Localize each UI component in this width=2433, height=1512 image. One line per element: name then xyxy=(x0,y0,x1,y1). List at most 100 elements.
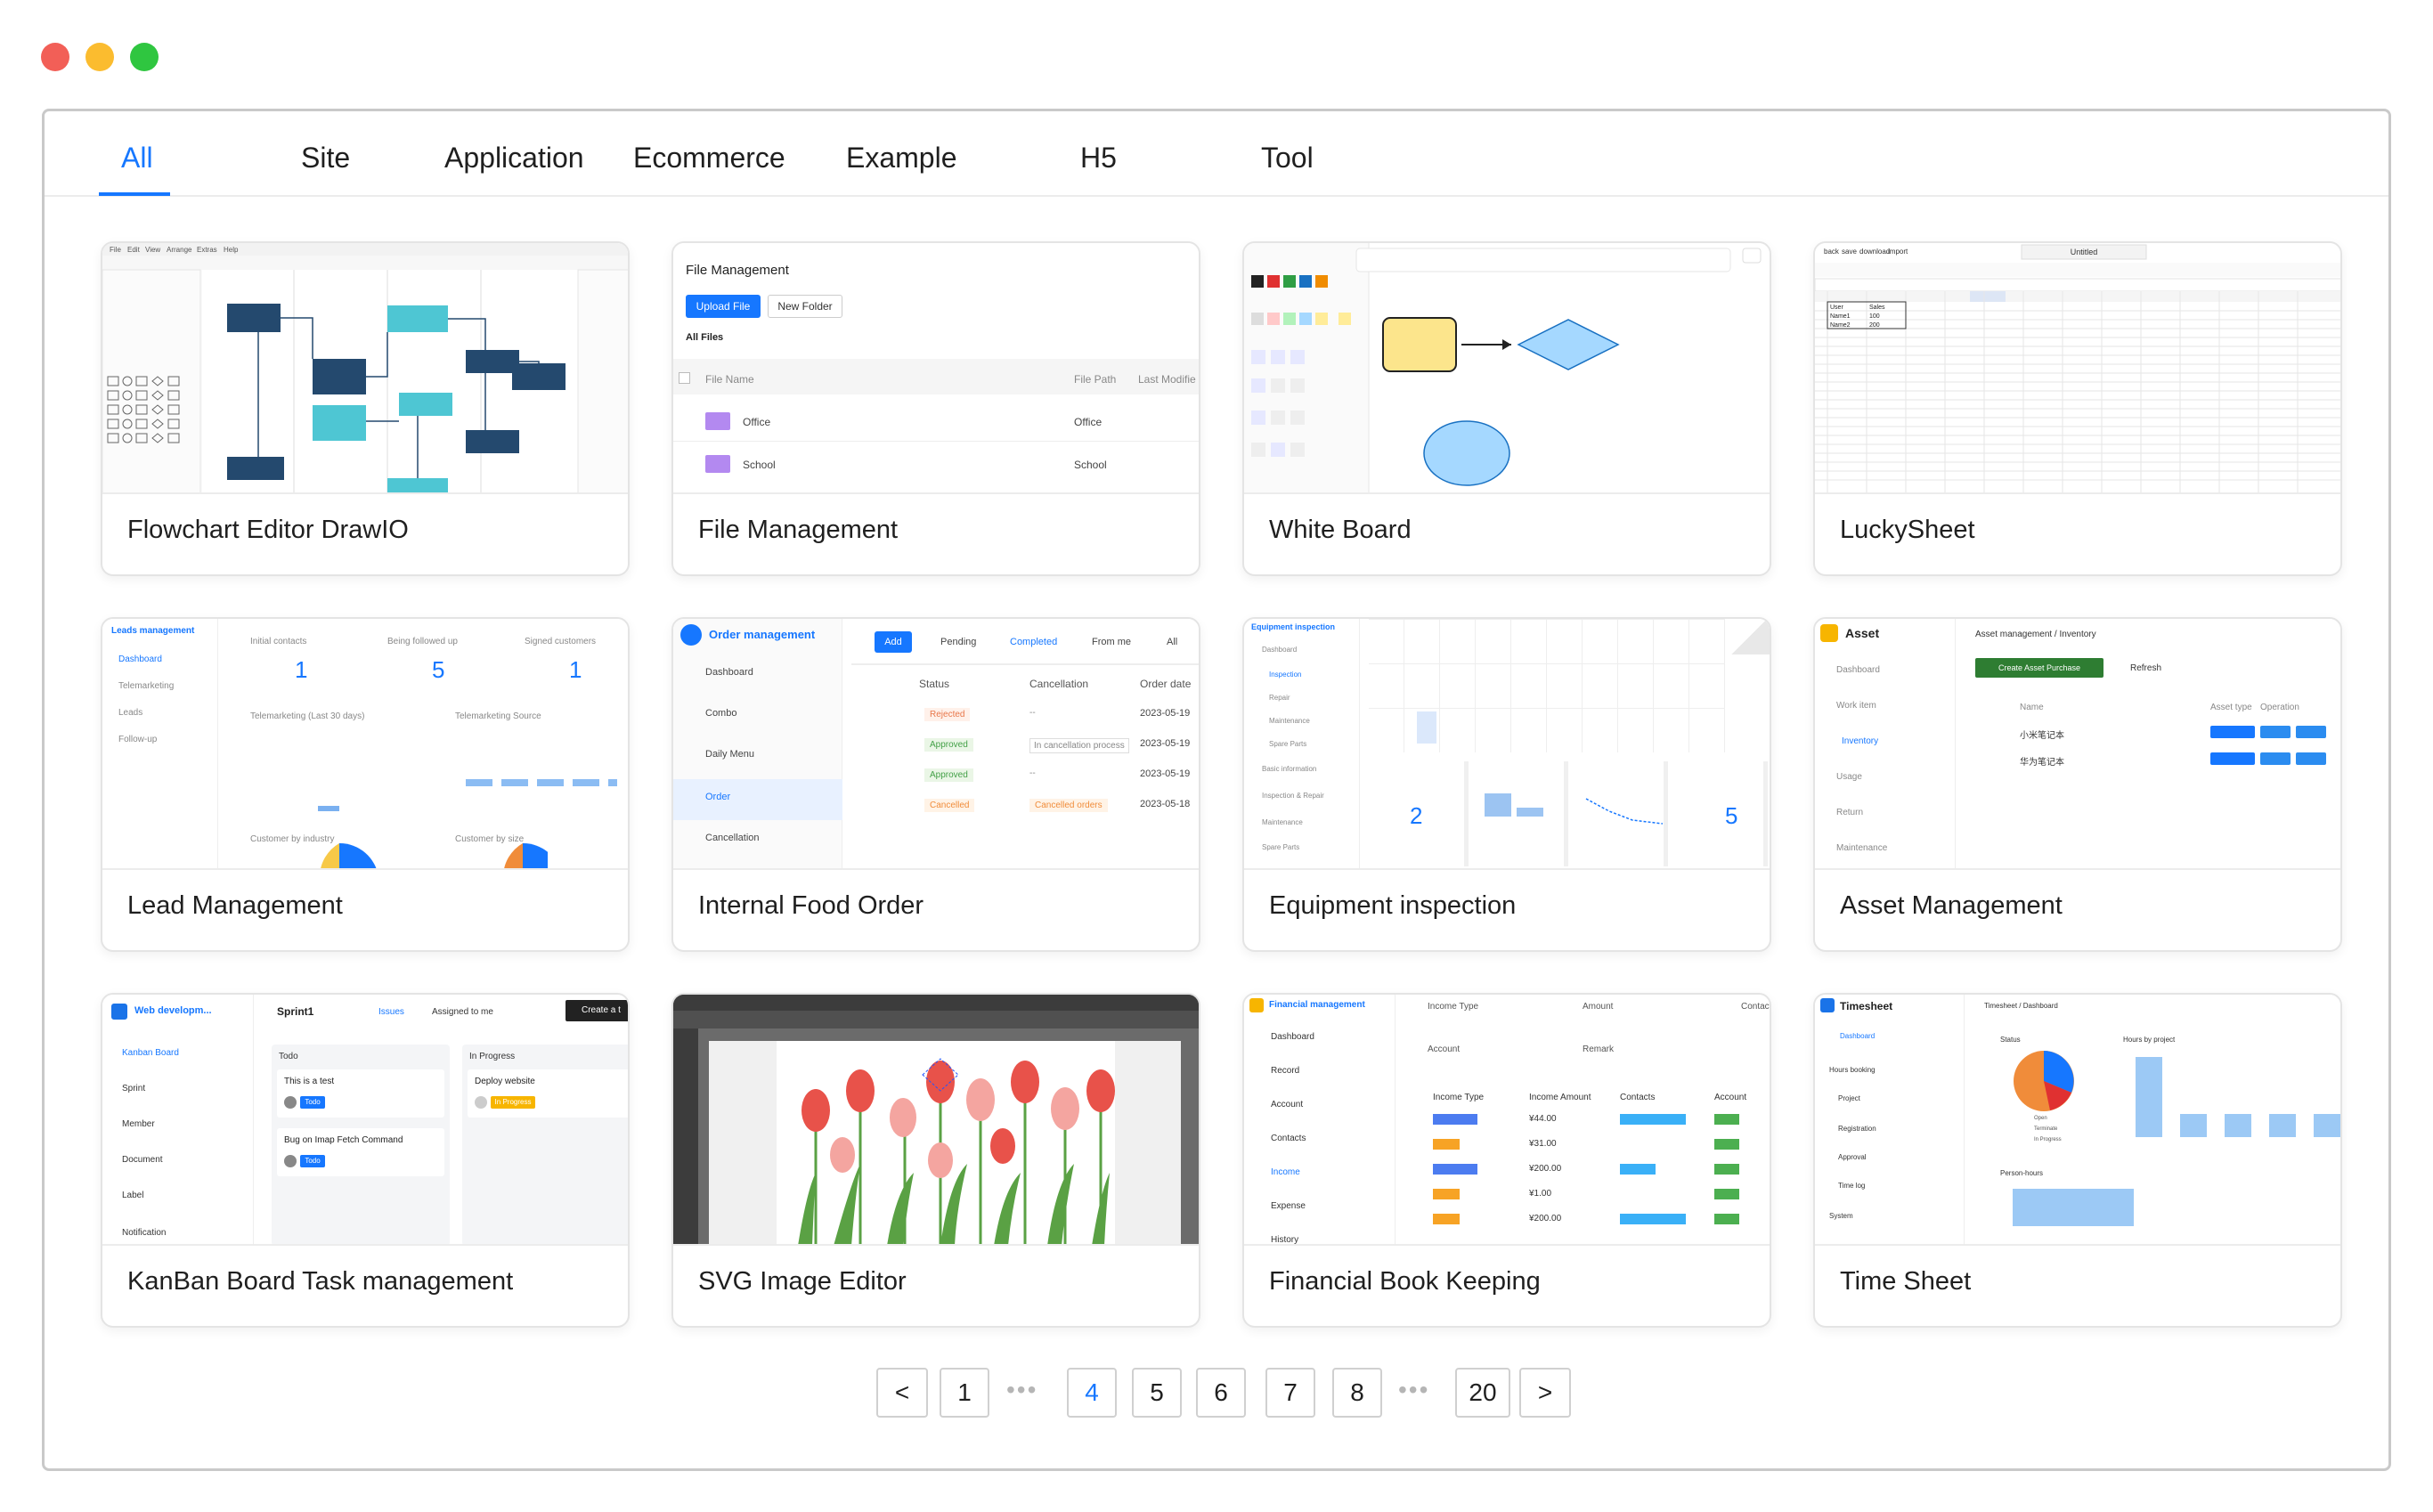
nav-dashboard[interactable]: Dashboard xyxy=(705,667,753,678)
template-card-file-management[interactable]: File Management Upload File New Folder A… xyxy=(671,241,1200,576)
nav-item[interactable]: Repair xyxy=(1269,694,1290,702)
prev-page-button[interactable]: < xyxy=(876,1368,928,1418)
nav-sprint[interactable]: Sprint xyxy=(122,1084,146,1093)
page-button[interactable]: 5 xyxy=(1132,1368,1182,1418)
template-card-svg-editor[interactable]: SVG Image Editor xyxy=(671,993,1200,1328)
upload-file-button[interactable]: Upload File xyxy=(686,295,761,318)
nav-dashboard[interactable]: Dashboard xyxy=(1836,665,1880,675)
add-order-button[interactable]: Add xyxy=(875,631,912,653)
nav-item[interactable]: Maintenance xyxy=(1269,717,1310,725)
filter-from-me[interactable]: From me xyxy=(1092,637,1131,647)
template-card-flowchart[interactable]: File Edit View Arrange Extras Help xyxy=(101,241,630,576)
file-row-name[interactable]: Office xyxy=(743,416,771,428)
nav-dashboard[interactable]: Dashboard xyxy=(118,654,162,664)
page-button[interactable]: 6 xyxy=(1196,1368,1246,1418)
nav-kanban-board[interactable]: Kanban Board xyxy=(122,1048,179,1058)
nav-item[interactable]: Contacts xyxy=(1271,1134,1306,1143)
nav-item[interactable]: Income xyxy=(1271,1167,1300,1177)
pagination-ellipsis[interactable]: ••• xyxy=(1398,1376,1430,1403)
nav-item[interactable]: Hours booking xyxy=(1829,1066,1876,1074)
pagination: < 1 ••• 4 5 6 7 8 ••• 20 > xyxy=(45,1368,2388,1418)
page-button[interactable]: 20 xyxy=(1455,1368,1510,1418)
nav-item[interactable]: Project xyxy=(1838,1094,1860,1102)
nav-item[interactable]: History xyxy=(1271,1235,1299,1245)
template-card-lead-management[interactable]: Leads management Dashboard Telemarketing… xyxy=(101,617,630,952)
page-button-current[interactable]: 4 xyxy=(1067,1368,1117,1418)
nav-item[interactable]: System xyxy=(1829,1212,1853,1220)
nav-item[interactable]: Registration xyxy=(1838,1125,1876,1133)
nav-maintenance[interactable]: Maintenance xyxy=(1836,843,1888,853)
nav-item[interactable]: Dashboard xyxy=(1262,646,1298,654)
nav-item[interactable]: Expense xyxy=(1271,1201,1306,1211)
maximize-window-button[interactable] xyxy=(130,43,159,71)
tab-all[interactable]: All xyxy=(121,142,153,174)
template-card-asset-management[interactable]: Asset Dashboard Work item Inventory Usag… xyxy=(1813,617,2342,952)
nav-item[interactable]: Dashboard xyxy=(1840,1032,1876,1040)
filter-completed[interactable]: Completed xyxy=(1010,637,1058,647)
filter-label: Amount xyxy=(1583,1002,1614,1012)
nav-item[interactable]: Inspection & Repair xyxy=(1262,792,1324,800)
tab-assigned[interactable]: Assigned to me xyxy=(432,1007,493,1017)
create-task-button[interactable]: Create a t xyxy=(566,1000,628,1021)
refresh-button[interactable]: Refresh xyxy=(2130,663,2162,673)
nav-item[interactable]: Basic information xyxy=(1262,765,1317,773)
nav-item[interactable]: Maintenance xyxy=(1262,818,1303,826)
page-button[interactable]: 1 xyxy=(940,1368,989,1418)
file-row-name[interactable]: School xyxy=(743,459,776,471)
minimize-window-button[interactable] xyxy=(85,43,114,71)
template-card-luckysheet[interactable]: back save download import Untitled User S xyxy=(1813,241,2342,576)
pagination-ellipsis[interactable]: ••• xyxy=(1006,1376,1038,1403)
nav-work-item[interactable]: Work item xyxy=(1836,701,1876,711)
task-card[interactable]: Deploy website xyxy=(475,1077,535,1086)
nav-member[interactable]: Member xyxy=(122,1119,155,1129)
nav-telemarketing[interactable]: Telemarketing xyxy=(118,681,175,691)
nav-item[interactable]: Dashboard xyxy=(1271,1032,1314,1042)
template-card-time-sheet[interactable]: Timesheet Dashboard Hours booking Projec… xyxy=(1813,993,2342,1328)
nav-item[interactable]: Inspection xyxy=(1269,671,1302,679)
nav-item[interactable]: Spare Parts xyxy=(1262,843,1300,851)
filter-pending[interactable]: Pending xyxy=(940,637,977,647)
filter-all[interactable]: All xyxy=(1167,637,1178,647)
nav-notification[interactable]: Notification xyxy=(122,1228,167,1238)
page-button[interactable]: 8 xyxy=(1332,1368,1382,1418)
tab-issues[interactable]: Issues xyxy=(378,1007,404,1017)
nav-inventory[interactable]: Inventory xyxy=(1842,736,1879,746)
nav-daily-menu[interactable]: Daily Menu xyxy=(705,749,755,760)
nav-item[interactable]: Record xyxy=(1271,1066,1300,1076)
template-card-food-order[interactable]: Order management Dashboard Combo Daily M… xyxy=(671,617,1200,952)
create-asset-button[interactable]: Create Asset Purchase xyxy=(1975,658,2103,678)
sprint-selector[interactable]: Sprint1 xyxy=(277,1005,314,1018)
nav-item[interactable]: Spare Parts xyxy=(1269,740,1307,748)
template-card-white-board[interactable]: White Board xyxy=(1242,241,1771,576)
select-all-checkbox[interactable] xyxy=(679,372,690,384)
nav-item[interactable]: Approval xyxy=(1838,1153,1867,1161)
nav-return[interactable]: Return xyxy=(1836,808,1864,817)
nav-usage[interactable]: Usage xyxy=(1836,772,1862,782)
nav-item[interactable]: Time log xyxy=(1838,1182,1866,1190)
tab-example[interactable]: Example xyxy=(846,142,957,174)
template-card-equipment-inspection[interactable]: Equipment inspection Dashboard Inspectio… xyxy=(1242,617,1771,952)
new-folder-button[interactable]: New Folder xyxy=(768,295,842,318)
nav-label[interactable]: Label xyxy=(122,1191,144,1200)
nav-follow-up[interactable]: Follow-up xyxy=(118,735,158,744)
nav-combo[interactable]: Combo xyxy=(705,708,737,719)
nav-cancellation[interactable]: Cancellation xyxy=(705,833,760,843)
project-name[interactable]: Web developm... xyxy=(134,1005,212,1016)
chart-title: Hours by project xyxy=(2123,1036,2176,1044)
task-card[interactable]: This is a test xyxy=(284,1077,335,1086)
close-window-button[interactable] xyxy=(41,43,69,71)
template-card-kanban[interactable]: Web developm... Sprint1 Issues Assigned … xyxy=(101,993,630,1328)
tab-site[interactable]: Site xyxy=(301,142,351,174)
tab-tool[interactable]: Tool xyxy=(1261,142,1314,174)
nav-item[interactable]: Account xyxy=(1271,1100,1304,1110)
tab-application[interactable]: Application xyxy=(444,142,584,174)
task-card[interactable]: Bug on Imap Fetch Command xyxy=(284,1135,403,1145)
nav-document[interactable]: Document xyxy=(122,1155,163,1165)
tab-ecommerce[interactable]: Ecommerce xyxy=(633,142,785,174)
page-button[interactable]: 7 xyxy=(1265,1368,1315,1418)
nav-leads[interactable]: Leads xyxy=(118,708,143,718)
nav-order[interactable]: Order xyxy=(705,792,731,802)
tab-h5[interactable]: H5 xyxy=(1080,142,1117,174)
next-page-button[interactable]: > xyxy=(1519,1368,1571,1418)
template-card-financial[interactable]: Financial management Dashboard Record Ac… xyxy=(1242,993,1771,1328)
